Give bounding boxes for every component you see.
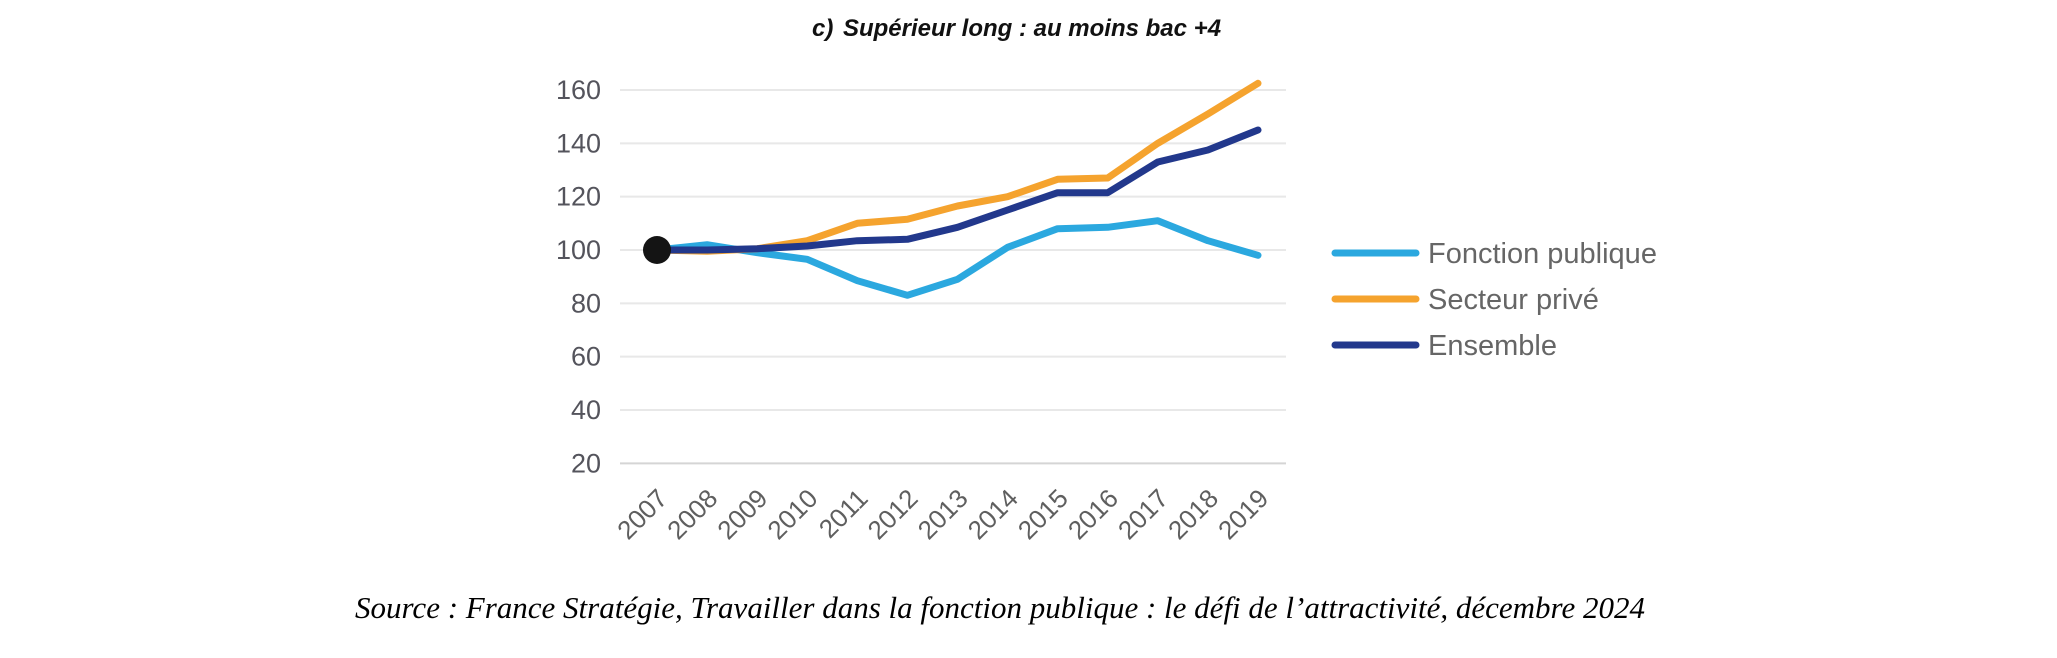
x-tick-label-2008: 2008 <box>661 483 723 545</box>
x-tick-label-2010: 2010 <box>761 483 823 545</box>
x-tick-label-2016: 2016 <box>1062 483 1124 545</box>
legend-label-secteur-prive: Secteur privé <box>1428 284 1599 316</box>
y-tick-label-140: 140 <box>556 128 601 158</box>
legend: Fonction publique Secteur privé Ensemble <box>1331 238 1657 362</box>
x-tick-label-2019: 2019 <box>1212 483 1274 545</box>
x-tick-label-2012: 2012 <box>862 483 924 545</box>
legend-label-fonction-publique: Fonction publique <box>1428 238 1657 270</box>
tick-layer: 20 40 60 80 100 120 140 160 20072008200920102011… <box>556 75 1274 545</box>
x-tick-label-2018: 2018 <box>1162 483 1224 545</box>
x-tick-label-2017: 2017 <box>1112 483 1174 545</box>
x-tick-label-2013: 2013 <box>912 483 974 545</box>
y-tick-label-160: 160 <box>556 75 601 105</box>
series-layer <box>643 79 1262 299</box>
start-marker-dot <box>643 236 671 264</box>
y-tick-label-100: 100 <box>556 235 601 265</box>
series-line-ensemble <box>653 126 1262 254</box>
y-tick-label-40: 40 <box>571 395 601 425</box>
x-tick-label-2015: 2015 <box>1012 483 1074 545</box>
x-tick-label-2014: 2014 <box>962 483 1024 545</box>
x-tick-label-2011: 2011 <box>813 483 874 544</box>
source-caption: Source : France Stratégie, Travailler da… <box>355 590 1645 625</box>
x-tick-label-2009: 2009 <box>711 483 773 545</box>
x-tick-label-2007: 2007 <box>611 483 673 545</box>
chart-title: Supérieur long : au moins bac +4 <box>843 15 1221 42</box>
y-tick-label-80: 80 <box>571 288 601 318</box>
grid-layer <box>620 89 1286 465</box>
y-tick-label-120: 120 <box>556 182 601 212</box>
chart-title-prefix: c) <box>812 15 833 42</box>
y-tick-label-20: 20 <box>571 448 601 478</box>
legend-label-ensemble: Ensemble <box>1428 330 1557 362</box>
series-line-fonction-publique <box>653 217 1262 299</box>
y-tick-label-60: 60 <box>571 342 601 372</box>
